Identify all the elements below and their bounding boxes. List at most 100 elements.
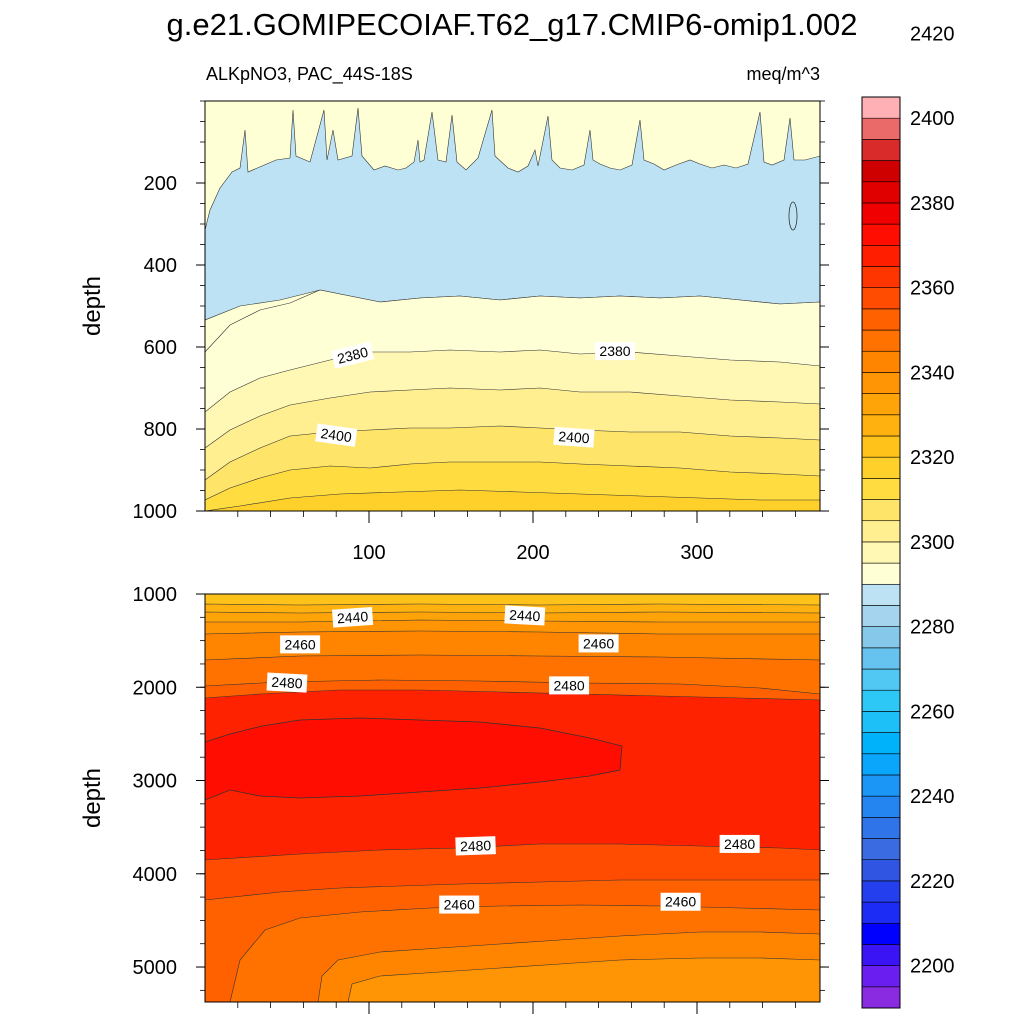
colorbar: 2200 2220 2240 2260 2280 2300 2320 2340 2360 2380… xyxy=(861,23,955,1009)
variable-region-label: ALKpNO3, PAC_44S-18S xyxy=(206,64,413,85)
colorbar-swatch xyxy=(861,223,901,246)
colorbar-label: 2420 xyxy=(910,23,955,45)
colorbar-swatch xyxy=(861,583,901,606)
contour-label-box xyxy=(332,606,374,628)
contour-label-text: 2460 xyxy=(583,635,614,651)
chart-title: g.e21.GOMIPECOIAF.T62_g17.CMIP6-omip1.00… xyxy=(167,7,858,42)
colorbar-swatch xyxy=(861,456,901,479)
contour-label-box xyxy=(595,342,635,361)
colorbar-label: 2320 xyxy=(910,447,955,469)
colorbar-swatch xyxy=(861,986,901,1009)
contour-label-text: 2460 xyxy=(285,636,316,652)
colorbar-swatch xyxy=(861,562,901,585)
colorbar-swatch xyxy=(861,266,901,288)
colorbar-swatch xyxy=(861,753,901,776)
contour-label-box xyxy=(553,426,595,448)
colorbar-frame xyxy=(861,96,901,1009)
colorbar-swatch xyxy=(861,393,901,416)
colorbar-swatch xyxy=(861,901,901,924)
contour-label-text: 2480 xyxy=(554,677,585,693)
lower-contour-labels: 2440 2440 2460 2460 2480 2480 2480 2480 2460 2460 xyxy=(266,605,760,914)
contour-label: 2400 xyxy=(553,426,595,448)
contour-label-box xyxy=(504,605,546,626)
y-tick-label: 5000 xyxy=(133,957,178,979)
colorbar-swatch xyxy=(861,795,901,818)
contour-label-box xyxy=(439,895,480,914)
colorbar-swatch xyxy=(861,965,901,988)
colorbar-swatch xyxy=(861,689,901,712)
contour-label: 2460 xyxy=(660,892,701,911)
contour-label-text: 2460 xyxy=(665,894,696,910)
contour-label-box xyxy=(331,341,375,369)
x-tick-label: 200 xyxy=(516,542,549,564)
y-tick-label: 400 xyxy=(144,255,177,277)
y-tick-label: 1000 xyxy=(133,584,178,606)
y-tick-label: 200 xyxy=(144,173,177,195)
colorbar-swatch xyxy=(861,626,901,649)
contour-label-box xyxy=(660,892,701,911)
colorbar-swatch xyxy=(861,372,901,394)
colorbar-label: 2280 xyxy=(910,617,955,639)
colorbar-swatch xyxy=(861,732,901,755)
contour-label: 2440 xyxy=(332,606,374,628)
y-tick-label: 1000 xyxy=(133,501,178,523)
y-tick-label: 800 xyxy=(144,419,177,441)
colorbar-swatch xyxy=(861,308,901,331)
colorbar-swatch xyxy=(861,414,901,437)
lower-y-ticks: 1000 2000 3000 4000 5000 xyxy=(133,584,829,991)
colorbar-swatch xyxy=(861,880,901,903)
contour-label: 2460 xyxy=(439,895,480,914)
upper-y-axis-title: depth xyxy=(79,276,106,336)
y-tick-label: 2000 xyxy=(133,677,178,699)
upper-y-ticks: 200 400 600 800 1000 xyxy=(133,100,829,523)
x-tick-label: 300 xyxy=(680,542,713,564)
contour-label-box xyxy=(578,634,619,653)
colorbar-swatch xyxy=(861,117,901,140)
colorbar-label: 2220 xyxy=(910,871,955,893)
colorbar-swatch xyxy=(861,520,901,543)
contour-label-text: 2380 xyxy=(599,343,630,359)
colorbar-swatch xyxy=(861,499,901,522)
lower-panel: 1000 2000 3000 4000 5000 2440 2440 2460 2460 248… xyxy=(79,584,829,1014)
colorbar-swatch xyxy=(861,541,901,564)
colorbar-label: 2380 xyxy=(910,193,955,215)
contour-label-text: 2440 xyxy=(509,607,541,625)
colorbar-swatch xyxy=(861,435,901,458)
contour-label-text: 2480 xyxy=(271,674,303,692)
contour-label: 2380 xyxy=(595,342,635,361)
contour-label-text: 2460 xyxy=(444,897,475,913)
colorbar-label: 2360 xyxy=(910,278,955,300)
contour-label-box xyxy=(719,834,760,853)
colorbar-swatch xyxy=(861,922,901,945)
contour-label-box xyxy=(266,672,308,693)
contour-label-text: 2480 xyxy=(460,837,492,854)
y-tick-label: 4000 xyxy=(133,864,178,886)
colorbar-label: 2240 xyxy=(910,786,955,808)
colorbar-swatch xyxy=(861,817,901,839)
colorbar-swatch xyxy=(861,711,901,733)
colorbar-label: 2300 xyxy=(910,532,955,554)
contour-label-box xyxy=(455,836,496,856)
colorbar-swatch xyxy=(861,944,901,966)
colorbar-swatch xyxy=(861,287,901,310)
x-tick-label: 100 xyxy=(352,542,385,564)
colorbar-swatch xyxy=(861,245,901,267)
contour-label: 2460 xyxy=(578,634,619,653)
colorbar-swatch xyxy=(861,160,901,183)
upper-contour-labels: 2380 2380 2400 2400 xyxy=(315,341,635,448)
contour-label: 2480 xyxy=(455,836,496,856)
colorbar-swatch xyxy=(861,668,901,691)
colorbar-swatch xyxy=(861,350,901,373)
colorbar-swatch xyxy=(861,838,901,860)
colorbar-label: 2340 xyxy=(910,362,955,384)
lower-frame xyxy=(204,593,821,1003)
colorbar-label: 2200 xyxy=(910,956,955,978)
colorbar-swatch xyxy=(861,859,901,882)
y-tick-label: 3000 xyxy=(133,771,178,793)
contour-label-box xyxy=(280,635,321,654)
contour-label: 2400 xyxy=(315,423,358,447)
upper-x-ticks: 100 200 300 xyxy=(237,511,796,564)
contour-label-box xyxy=(315,423,358,447)
contour-label-text: 2440 xyxy=(337,608,369,626)
